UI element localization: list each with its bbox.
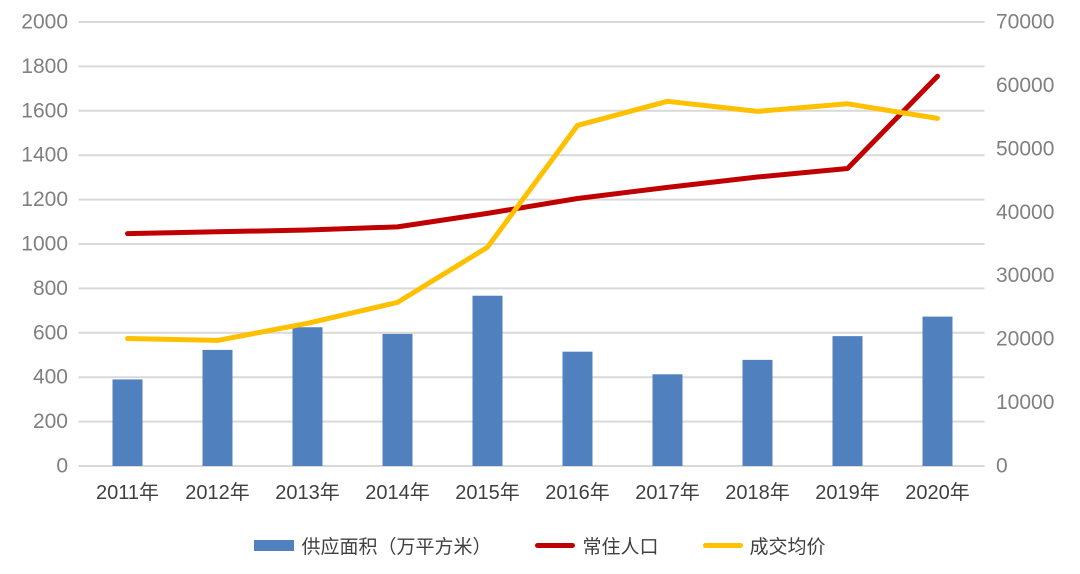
combo-chart-plot: 0200400600800100012001400160018002000010…: [21, 11, 1054, 505]
chart-legend: 供应面积（万平方米） 常住人口 成交均价: [0, 532, 1080, 559]
bar-2019年: [832, 336, 863, 466]
legend-bar-swatch: [254, 540, 295, 551]
left-axis-tick-label: 2000: [21, 11, 68, 34]
right-axis-tick-label: 0: [996, 455, 1008, 478]
x-axis-category-label: 2018年: [725, 481, 790, 504]
x-axis-category-label: 2020年: [905, 481, 970, 504]
left-axis-tick-label: 1600: [21, 99, 68, 122]
bar-2012年: [202, 349, 233, 466]
bar-2017年: [652, 374, 683, 466]
line-series: [125, 98, 940, 343]
legend-line-swatch-population: [535, 543, 576, 548]
line-series: [125, 73, 940, 237]
x-axis-category-label: 2015年: [455, 481, 520, 504]
legend-label-supply-area: 供应面积（万平方米）: [301, 537, 492, 558]
legend-item-supply-area: 供应面积（万平方米）: [254, 532, 491, 559]
bar-2014年: [382, 333, 413, 466]
left-axis-tick-label: 1000: [21, 233, 68, 256]
x-axis-category-label: 2011年: [96, 481, 159, 504]
legend-label-resident-population: 常住人口: [582, 537, 659, 558]
x-axis-category-label: 2019年: [815, 481, 880, 504]
legend-line-swatch-price: [702, 543, 743, 548]
right-axis-tick-label: 70000: [996, 11, 1054, 34]
legend-label-average-price: 成交均价: [749, 537, 826, 558]
bar-2013年: [292, 327, 323, 466]
left-axis-tick-label: 0: [56, 455, 68, 478]
right-axis-tick-label: 40000: [996, 201, 1054, 224]
right-axis-tick-label: 30000: [996, 264, 1054, 287]
legend-item-resident-population: 常住人口: [535, 532, 659, 559]
legend-item-average-price: 成交均价: [702, 532, 826, 559]
bar-2018年: [742, 359, 773, 466]
bar-2020年: [922, 316, 953, 466]
left-axis-tick-label: 1800: [21, 55, 68, 78]
left-axis-tick-label: 200: [33, 410, 68, 433]
x-axis-category-label: 2017年: [635, 481, 700, 504]
left-axis-tick-label: 400: [33, 366, 68, 389]
left-axis-tick-label: 600: [33, 321, 68, 344]
right-axis-tick-label: 60000: [996, 74, 1054, 97]
right-axis-tick-label: 50000: [996, 137, 1054, 160]
x-axis-category-label: 2016年: [545, 481, 610, 504]
bar-2015年: [472, 295, 503, 466]
bar-2016年: [562, 351, 593, 466]
right-axis-tick-label: 20000: [996, 328, 1054, 351]
x-axis-category-label: 2013年: [275, 481, 340, 504]
x-axis-category-label: 2014年: [365, 481, 430, 504]
left-axis-tick-label: 1200: [21, 188, 68, 211]
right-axis-tick-label: 10000: [996, 391, 1054, 414]
x-axis-category-label: 2012年: [185, 481, 250, 504]
left-axis-tick-label: 1400: [21, 144, 68, 167]
bar-2011年: [112, 379, 143, 466]
left-axis-tick-label: 800: [33, 277, 68, 300]
